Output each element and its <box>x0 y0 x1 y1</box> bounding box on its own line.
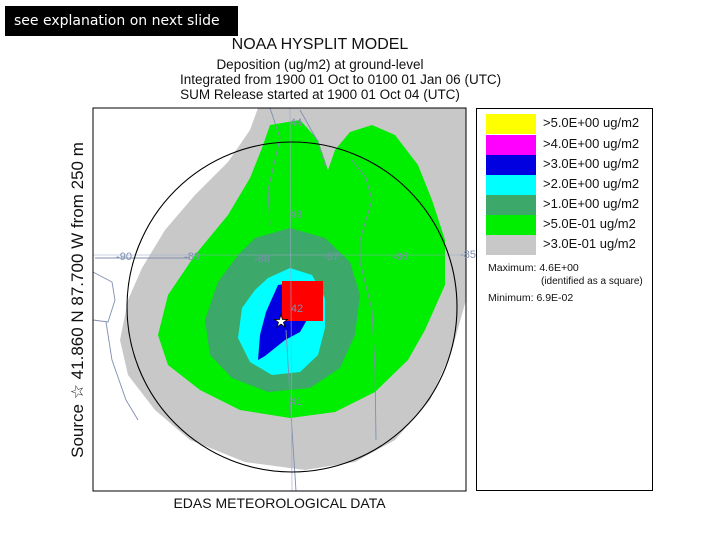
graticule <box>93 108 466 491</box>
maximum-stat: Maximum: 4.6E+00 <box>488 262 579 274</box>
lon-label-89: -89 <box>184 251 200 263</box>
range-circle <box>126 141 458 473</box>
maximum-value: 4.6E+00 <box>539 262 579 274</box>
legend-swatch <box>486 235 536 255</box>
lat-label-44: 44 <box>290 117 302 129</box>
explanation-banner: see explanation on next slide <box>5 6 238 36</box>
lon-label-88: -88 <box>254 253 270 265</box>
maximum-label: Maximum: <box>488 262 537 274</box>
model-title: NOAA HYSPLIT MODEL <box>231 36 409 53</box>
lon-label-86: -86 <box>392 251 408 263</box>
legend-label: >5.0E-01 ug/m2 <box>543 216 636 231</box>
legend-label: >3.0E+00 ug/m2 <box>543 156 640 171</box>
legend-swatch <box>486 155 536 175</box>
data-source-footer: EDAS METEOROLOGICAL DATA <box>173 495 386 511</box>
lat-label-42: 42 <box>291 303 303 315</box>
legend-swatch <box>486 215 536 235</box>
release-info: SUM Release started at 1900 01 Oct 04 (U… <box>180 87 460 102</box>
integration-period: Integrated from 1900 01 Oct to 0100 01 J… <box>180 72 502 87</box>
lon-label-90: -90 <box>116 251 132 263</box>
lat-label-43: 43 <box>290 209 302 221</box>
minimum-label: Minimum: <box>488 292 534 304</box>
lon-label-85: -85 <box>460 249 476 261</box>
legend-panel: >5.0E+00 ug/m2 >4.0E+00 ug/m2 >3.0E+00 u… <box>476 108 653 491</box>
source-star-icon: ★ <box>273 312 288 332</box>
maximum-note: (identified as a square) <box>541 276 643 287</box>
legend-swatch <box>486 195 536 215</box>
legend-label: >2.0E+00 ug/m2 <box>543 176 640 191</box>
minimum-value: 6.9E-02 <box>536 292 574 304</box>
minimum-stat: Minimum: 6.9E-02 <box>488 292 573 304</box>
legend-swatch <box>486 135 536 155</box>
lat-label-41: 41 <box>290 396 302 408</box>
legend-label: >3.0E-01 ug/m2 <box>543 236 636 251</box>
legend-swatch <box>486 175 536 195</box>
legend-label: >1.0E+00 ug/m2 <box>543 196 640 211</box>
map-frame <box>92 107 467 492</box>
lon-label-87: -87 <box>323 251 339 263</box>
state-borders <box>93 108 377 491</box>
legend-label: >4.0E+00 ug/m2 <box>543 136 640 151</box>
legend-label: >5.0E+00 ug/m2 <box>543 115 640 130</box>
legend-swatch <box>486 114 536 134</box>
deposition-subtitle: Deposition (ug/m2) at ground-level <box>216 57 424 72</box>
maximum-square <box>282 281 323 321</box>
